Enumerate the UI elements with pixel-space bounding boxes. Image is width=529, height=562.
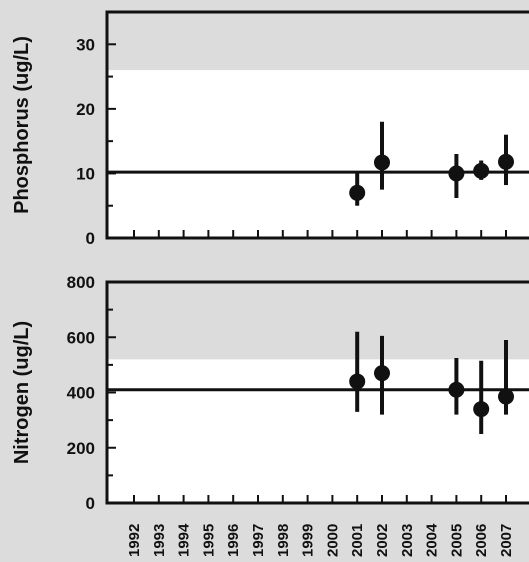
panel-2-y-tick-label: 800 — [67, 273, 95, 292]
x-tick-label-1995: 1995 — [200, 524, 217, 557]
panel-1-data-point-2002 — [374, 154, 390, 171]
panel-1-data-point-2007 — [498, 153, 514, 170]
panel-1-shaded-band — [107, 12, 529, 71]
panel-2-data-point-2006 — [473, 401, 490, 418]
x-tick-label-1992: 1992 — [126, 524, 143, 557]
panel-2-data-point-2007 — [498, 388, 514, 405]
panel-1-frame — [105, 10, 529, 240]
panel-1-data-point-2005 — [448, 165, 465, 182]
panel-2-y-tick-label: 400 — [67, 384, 95, 403]
panel-1-y-tick-label: 10 — [76, 164, 95, 183]
panel-1-y-tick-label: 20 — [76, 100, 95, 119]
x-tick-label-1997: 1997 — [250, 524, 267, 557]
x-tick-label-2004: 2004 — [424, 523, 441, 557]
panel-2-y-tick-label: 0 — [86, 494, 95, 513]
x-tick-label-2006: 2006 — [473, 524, 490, 557]
panel-2-shaded-band — [107, 282, 529, 360]
panel-1-y-tick-label: 0 — [86, 229, 95, 248]
panel-2-data-point-2001 — [349, 373, 366, 390]
panel-1-data-point-2001 — [349, 184, 366, 201]
x-tick-label-1994: 1994 — [176, 523, 193, 557]
panel-2-y-axis-label: Nitrogen (ug/L) — [11, 321, 33, 464]
x-tick-label-2002: 2002 — [374, 524, 391, 557]
x-tick-label-2001: 2001 — [349, 524, 366, 557]
panel-1-y-tick-label: 30 — [76, 35, 95, 54]
x-tick-label-1998: 1998 — [275, 524, 292, 557]
x-tick-label-1999: 1999 — [300, 524, 317, 557]
x-tick-label-2003: 2003 — [399, 524, 416, 557]
panel-1-data-point-2006 — [473, 162, 490, 179]
x-tick-label-1996: 1996 — [225, 524, 242, 557]
panel-2-y-tick-label: 600 — [67, 328, 95, 347]
panel-2-frame — [105, 280, 529, 505]
panel-1-y-axis-label: Phosphorus (ug/L) — [11, 36, 33, 214]
x-tick-label-2007: 2007 — [498, 524, 515, 557]
panel-2-data-point-2002 — [374, 365, 390, 382]
panel-2-data-point-2005 — [448, 381, 465, 398]
x-tick-label-2005: 2005 — [448, 524, 465, 557]
panel-2-y-tick-label: 200 — [67, 439, 95, 458]
x-tick-label-2000: 2000 — [324, 524, 341, 557]
x-tick-label-1993: 1993 — [151, 524, 168, 557]
